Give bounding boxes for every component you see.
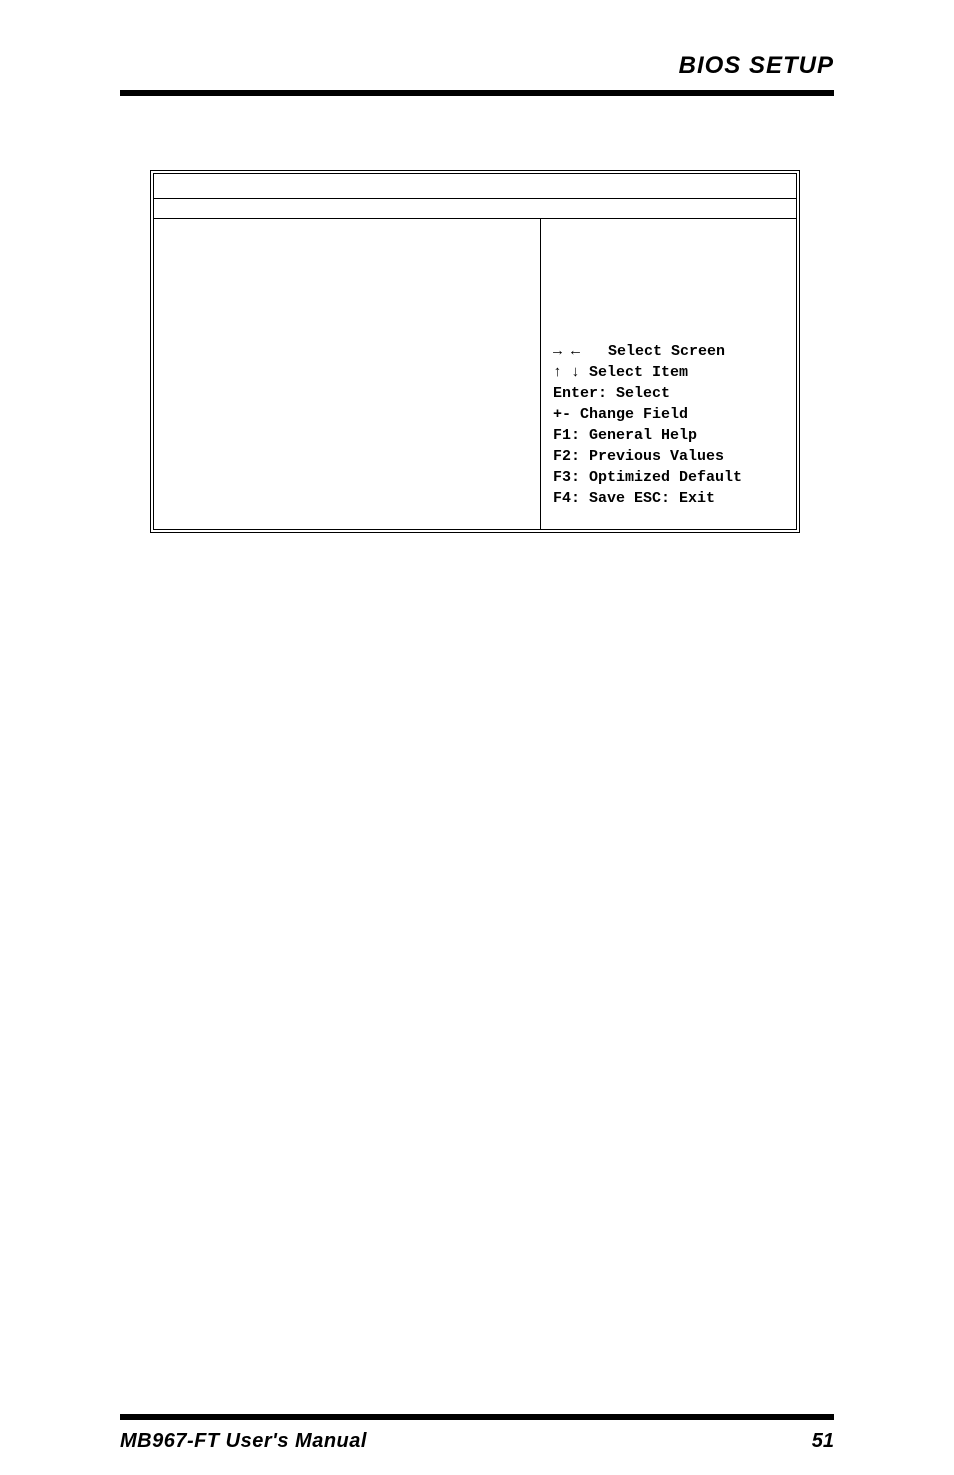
help-change-field: +- Change Field: [553, 404, 784, 425]
page-number: 51: [812, 1430, 834, 1453]
arrow-right-left-icon: → ←: [553, 343, 580, 360]
bios-help-panel: → ← Select Screen ↑ ↓ Select Item Enter: …: [541, 219, 796, 529]
help-f2: F2: Previous Values: [553, 446, 784, 467]
help-select-item: ↑ ↓ Select Item: [553, 362, 784, 383]
help-f3: F3: Optimized Default: [553, 467, 784, 488]
bios-header-row: [154, 174, 796, 199]
header-title: BIOS SETUP: [679, 52, 834, 80]
footer-section: MB967-FT User's Manual 51: [120, 1430, 834, 1453]
manual-title: MB967-FT User's Manual: [120, 1430, 367, 1453]
help-enter: Enter: Select: [553, 383, 784, 404]
help-select-screen: → ← Select Screen: [553, 341, 784, 362]
bios-config-area: [154, 219, 541, 529]
help-f4: F4: Save ESC: Exit: [553, 488, 784, 509]
page-container: BIOS SETUP → ← Select Screen ↑ ↓ Select I…: [0, 0, 954, 1475]
arrow-up-down-icon: ↑ ↓: [553, 364, 580, 381]
bios-setup-panel: → ← Select Screen ↑ ↓ Select Item Enter: …: [150, 170, 800, 533]
footer-divider: [120, 1414, 834, 1420]
select-item-label: Select Item: [589, 364, 688, 381]
header-divider: [120, 90, 834, 96]
select-screen-label: Select Screen: [608, 343, 725, 360]
bios-subheader-row: [154, 199, 796, 219]
header-section: BIOS SETUP: [679, 52, 834, 80]
help-f1: F1: General Help: [553, 425, 784, 446]
bios-content-area: → ← Select Screen ↑ ↓ Select Item Enter: …: [154, 219, 796, 529]
